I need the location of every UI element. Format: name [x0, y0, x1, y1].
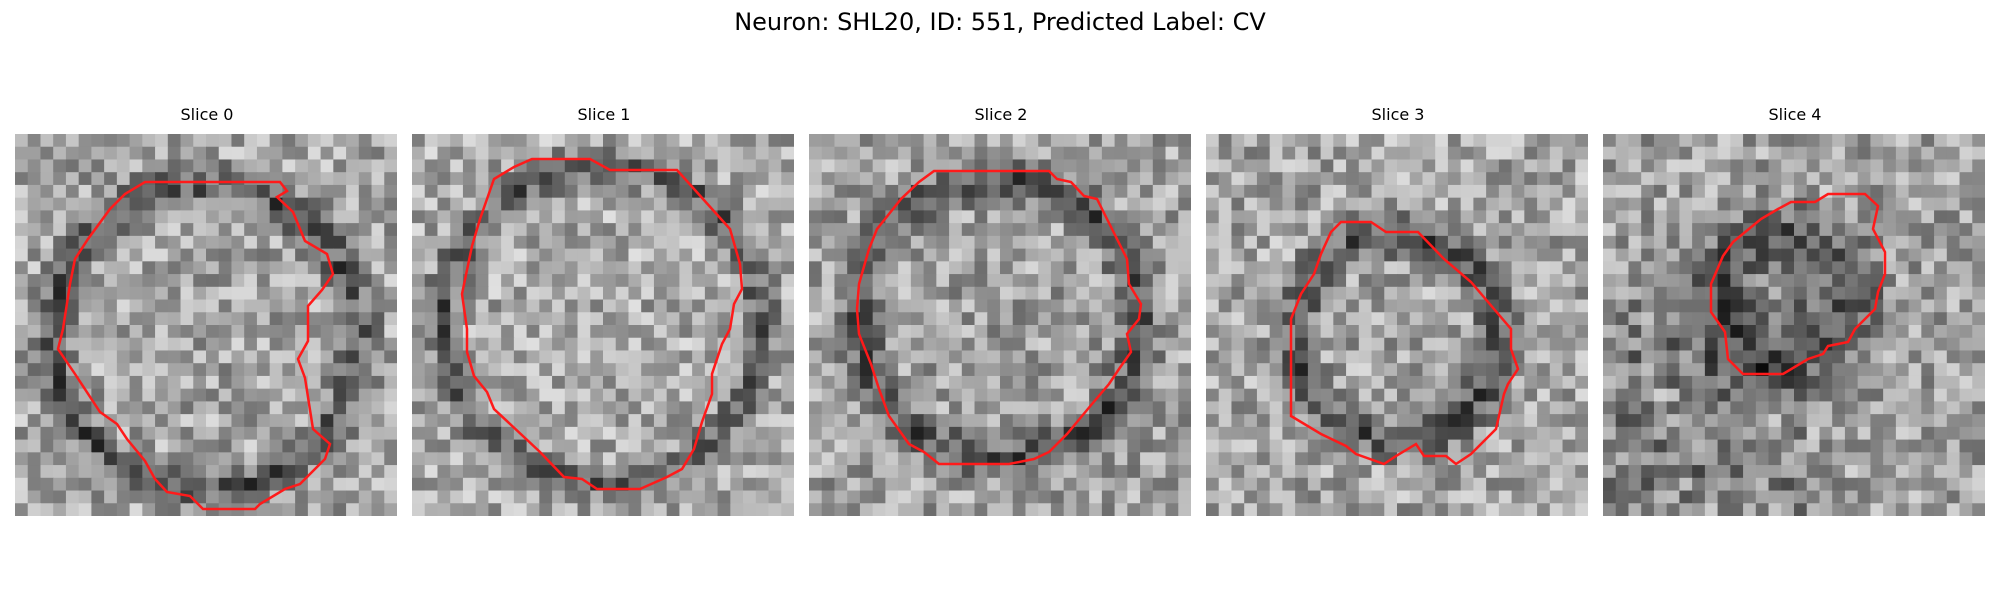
slice-title: Slice 3	[1371, 105, 1425, 124]
slice-panel-3: Slice 3	[1206, 105, 1590, 516]
em-image-slice-1	[412, 134, 794, 516]
segmentation-contour	[855, 169, 1143, 466]
figure-title: Neuron: SHL20, ID: 551, Predicted Label:…	[734, 8, 1266, 36]
slice-panel-4: Slice 4	[1603, 105, 1987, 516]
segmentation-contour	[56, 180, 335, 511]
slice-panel-1: Slice 1	[412, 105, 796, 516]
segmentation-contour	[1289, 220, 1520, 466]
slice-panel-0: Slice 0	[15, 105, 399, 516]
segmentation-contour	[460, 157, 744, 491]
em-image-slice-2	[809, 134, 1191, 516]
slice-title: Slice 2	[974, 105, 1028, 124]
slice-title: Slice 0	[180, 105, 234, 124]
em-image-slice-4	[1603, 134, 1985, 516]
segmentation-contour	[1709, 192, 1887, 376]
em-image-slice-3	[1206, 134, 1588, 516]
slice-title: Slice 4	[1768, 105, 1822, 124]
slice-panel-2: Slice 2	[809, 105, 1193, 516]
slice-title: Slice 1	[577, 105, 631, 124]
em-image-slice-0	[15, 134, 397, 516]
